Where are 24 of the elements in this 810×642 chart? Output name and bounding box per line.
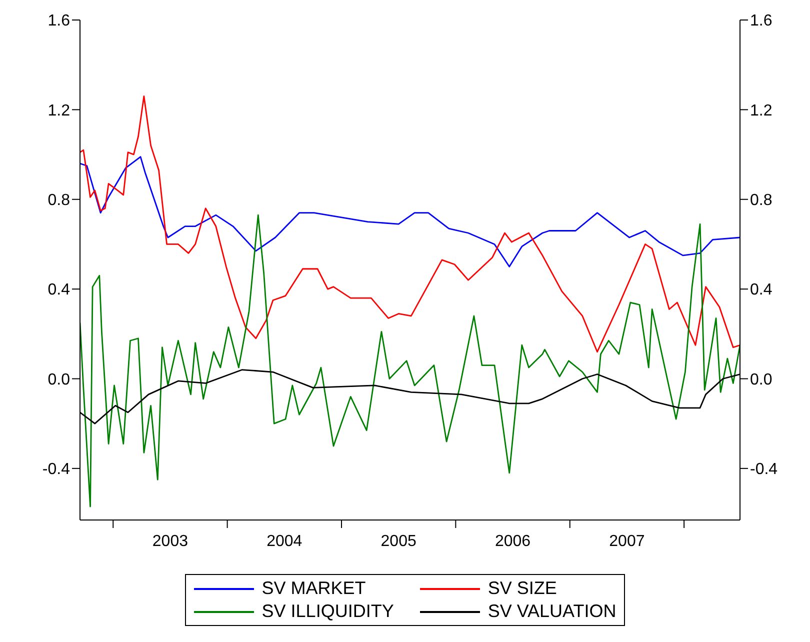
- y-tick-label: 1.6: [48, 12, 70, 30]
- y2-tick-label: 0.0: [750, 371, 772, 388]
- y-tick-label: -0.4: [42, 461, 70, 478]
- legend-label: SV SIZE: [486, 577, 558, 600]
- y2-tick-label: 1.6: [750, 12, 772, 30]
- legend-label: SV MARKET: [260, 577, 367, 600]
- x-tick-label: 2003: [152, 533, 188, 550]
- y2-tick-label: 0.8: [750, 192, 772, 210]
- line-series: [80, 96, 740, 353]
- legend-label: SV VALUATION: [486, 600, 616, 623]
- y2-tick-label: -0.4: [750, 461, 778, 478]
- y-tick-label: 0.8: [48, 192, 70, 210]
- y2-tick-label: 1.2: [750, 102, 772, 120]
- y2-tick-label: 0.4: [750, 282, 772, 299]
- x-tick-label: 2005: [380, 533, 416, 550]
- x-tick-label: 2007: [609, 533, 645, 550]
- x-tick-label: 2004: [266, 533, 302, 550]
- legend-label: SV ILLIQUIDITY: [260, 600, 394, 623]
- line-series: [80, 214, 740, 508]
- y-tick-label: 1.2: [48, 102, 70, 120]
- x-tick-label: 2006: [494, 533, 531, 550]
- y-tick-label: 0.4: [48, 282, 70, 299]
- line-series: [80, 156, 740, 268]
- y-tick-label: 0.0: [48, 371, 70, 388]
